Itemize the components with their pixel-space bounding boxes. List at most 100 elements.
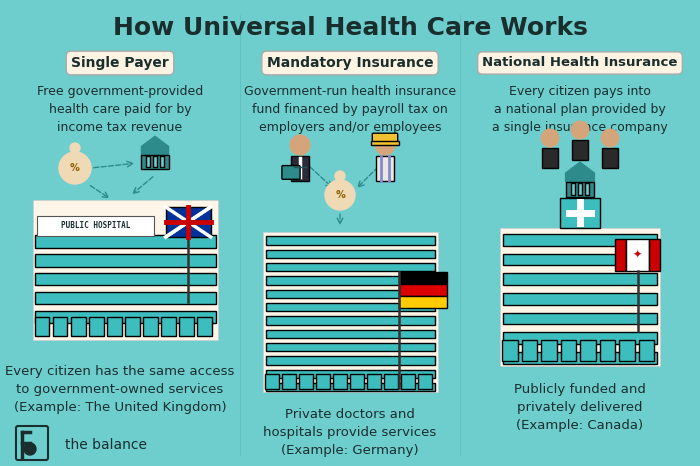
FancyBboxPatch shape (503, 234, 657, 246)
Circle shape (601, 129, 619, 147)
FancyBboxPatch shape (367, 374, 381, 389)
FancyBboxPatch shape (541, 340, 557, 361)
FancyBboxPatch shape (265, 289, 435, 298)
FancyBboxPatch shape (372, 133, 398, 144)
FancyBboxPatch shape (34, 311, 216, 323)
Text: Every citizen pays into
a national plan provided by
a single insurance company: Every citizen pays into a national plan … (492, 85, 668, 134)
Text: Publicly funded and
privately delivered
(Example: Canada): Publicly funded and privately delivered … (514, 383, 646, 432)
FancyBboxPatch shape (578, 184, 582, 195)
FancyBboxPatch shape (265, 263, 435, 271)
Polygon shape (566, 162, 594, 182)
Text: Every citizen has the same access
to government-owned services
(Example: The Uni: Every citizen has the same access to gov… (6, 365, 234, 414)
FancyBboxPatch shape (503, 313, 657, 324)
Circle shape (70, 143, 80, 153)
Text: National Health Insurance: National Health Insurance (482, 56, 678, 69)
FancyBboxPatch shape (585, 184, 589, 195)
FancyBboxPatch shape (384, 374, 398, 389)
FancyBboxPatch shape (399, 296, 447, 308)
FancyBboxPatch shape (265, 329, 435, 338)
Text: Mandatory Insurance: Mandatory Insurance (267, 56, 433, 70)
FancyBboxPatch shape (502, 340, 518, 361)
FancyBboxPatch shape (561, 340, 577, 361)
FancyBboxPatch shape (146, 157, 150, 167)
FancyBboxPatch shape (34, 254, 216, 267)
FancyBboxPatch shape (542, 148, 558, 168)
FancyBboxPatch shape (376, 156, 394, 181)
FancyBboxPatch shape (265, 374, 279, 389)
FancyBboxPatch shape (503, 254, 657, 265)
FancyBboxPatch shape (34, 273, 216, 285)
FancyBboxPatch shape (265, 236, 435, 245)
Circle shape (24, 443, 36, 455)
FancyBboxPatch shape (265, 356, 435, 364)
FancyBboxPatch shape (265, 276, 435, 285)
Text: Government-run health insurance
fund financed by payroll tax on
employers and/or: Government-run health insurance fund fin… (244, 85, 456, 134)
FancyBboxPatch shape (570, 184, 575, 195)
FancyBboxPatch shape (265, 249, 435, 258)
Text: PUBLIC HOSPITAL: PUBLIC HOSPITAL (61, 221, 130, 230)
FancyBboxPatch shape (626, 239, 649, 271)
FancyBboxPatch shape (638, 340, 654, 361)
FancyBboxPatch shape (143, 317, 158, 336)
Circle shape (375, 135, 395, 155)
Text: %: % (70, 163, 80, 173)
FancyBboxPatch shape (649, 239, 660, 271)
Text: How Universal Health Care Works: How Universal Health Care Works (113, 16, 587, 40)
Circle shape (571, 121, 589, 139)
FancyBboxPatch shape (602, 148, 618, 168)
FancyBboxPatch shape (265, 383, 435, 391)
FancyBboxPatch shape (262, 232, 438, 392)
FancyBboxPatch shape (107, 317, 122, 336)
FancyBboxPatch shape (197, 317, 212, 336)
FancyBboxPatch shape (71, 317, 85, 336)
FancyBboxPatch shape (401, 374, 415, 389)
FancyBboxPatch shape (333, 374, 347, 389)
FancyBboxPatch shape (282, 165, 300, 179)
FancyBboxPatch shape (619, 340, 635, 361)
FancyBboxPatch shape (566, 182, 594, 197)
FancyBboxPatch shape (580, 340, 596, 361)
FancyBboxPatch shape (160, 157, 164, 167)
FancyBboxPatch shape (399, 284, 447, 296)
FancyBboxPatch shape (166, 207, 211, 237)
FancyBboxPatch shape (179, 317, 194, 336)
FancyBboxPatch shape (125, 317, 140, 336)
FancyBboxPatch shape (89, 317, 104, 336)
FancyBboxPatch shape (572, 140, 588, 159)
Circle shape (59, 152, 91, 184)
FancyBboxPatch shape (281, 374, 295, 389)
FancyBboxPatch shape (153, 157, 157, 167)
Polygon shape (141, 136, 169, 155)
Text: Private doctors and
hospitals provide services
(Example: Germany): Private doctors and hospitals provide se… (263, 408, 437, 457)
FancyBboxPatch shape (265, 370, 435, 378)
Circle shape (335, 171, 345, 181)
Circle shape (325, 180, 355, 210)
FancyBboxPatch shape (32, 200, 218, 340)
FancyBboxPatch shape (265, 316, 435, 324)
FancyBboxPatch shape (522, 340, 538, 361)
FancyBboxPatch shape (37, 216, 154, 236)
FancyBboxPatch shape (503, 332, 657, 344)
FancyBboxPatch shape (316, 374, 330, 389)
FancyBboxPatch shape (399, 272, 447, 284)
FancyBboxPatch shape (350, 374, 364, 389)
FancyBboxPatch shape (503, 293, 657, 305)
FancyBboxPatch shape (599, 340, 615, 361)
FancyBboxPatch shape (265, 343, 435, 351)
FancyBboxPatch shape (615, 239, 626, 271)
FancyBboxPatch shape (560, 198, 600, 228)
Circle shape (541, 129, 559, 147)
Text: %: % (335, 190, 345, 200)
Text: ✦: ✦ (633, 250, 643, 260)
FancyBboxPatch shape (299, 374, 313, 389)
FancyBboxPatch shape (141, 155, 169, 170)
Text: the balance: the balance (65, 438, 147, 452)
FancyBboxPatch shape (265, 303, 435, 311)
FancyBboxPatch shape (34, 317, 49, 336)
FancyBboxPatch shape (52, 317, 67, 336)
FancyBboxPatch shape (370, 141, 400, 145)
Text: Free government-provided
health care paid for by
income tax revenue: Free government-provided health care pai… (37, 85, 203, 134)
FancyBboxPatch shape (500, 228, 660, 366)
Circle shape (290, 135, 310, 155)
FancyBboxPatch shape (291, 156, 309, 181)
